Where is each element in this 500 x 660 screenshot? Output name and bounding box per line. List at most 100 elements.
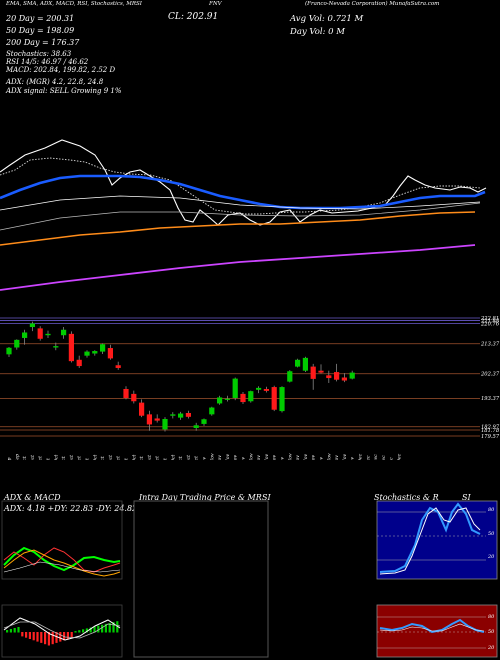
date-label: 17 Thu Oct (116, 456, 122, 460)
date-label: 25 Fri Oct (163, 458, 169, 460)
legend-ma50: 50 Day = 198.09 (6, 26, 75, 35)
date-label: 06 Fri Dec (389, 457, 395, 460)
macd-histogram-bar (85, 628, 88, 633)
date-label: 15 Tue Oct (100, 456, 106, 460)
candle-body (68, 333, 74, 362)
candle-body (248, 391, 254, 402)
stoch-k-line (379, 502, 481, 573)
macd-histogram-bar (66, 632, 69, 639)
date-label: 28 Mon Oct (170, 454, 176, 460)
date-label: 21 Mon Oct (131, 454, 137, 460)
legend-rsi: RSI 14/5: 46.97 / 46.62 (6, 58, 89, 66)
price-level-label: 193.37 (481, 396, 500, 402)
adx-ref-line (3, 561, 121, 573)
candle-body (334, 372, 340, 380)
date-label: 01 Fri Nov (202, 457, 208, 460)
macd-histogram-bar (74, 631, 77, 633)
candle-body (139, 402, 145, 416)
candle-body (92, 351, 98, 354)
ma-long-line (0, 244, 476, 291)
macd-histogram-bar (108, 623, 111, 633)
legend-ma20: 20 Day = 200.31 (6, 14, 75, 23)
candle-body (162, 418, 168, 430)
date-label: 12 Tue Nov (256, 455, 262, 460)
macd-panel (1, 604, 123, 658)
date-label: 30 Wed Oct (186, 455, 192, 460)
candle-body (146, 414, 152, 425)
candle-body (76, 359, 82, 367)
candle-body (53, 346, 59, 348)
candle-body (295, 359, 301, 367)
candle-body (45, 333, 51, 336)
macd-histogram-bar (32, 632, 35, 641)
stoch-panel-suffix: SI (462, 493, 471, 502)
date-label: 03 Tue Dec (365, 455, 371, 460)
ticker-title: FNV (209, 1, 222, 7)
macd-histogram-bar (116, 621, 119, 633)
date-label: 07 Thu Nov (233, 454, 239, 460)
adx-line (3, 549, 121, 577)
macd-histogram-bar (36, 632, 39, 642)
legend-ma200: 200 Day = 176.37 (6, 38, 80, 47)
macd-histogram-bar (47, 632, 50, 646)
price-level-label: 202.37 (480, 372, 500, 378)
candle-body (287, 371, 293, 382)
date-label: 05 Thu Dec (381, 455, 387, 460)
date-label: 27 Fri Sep (7, 458, 13, 460)
macd-histogram-bar (101, 624, 104, 633)
candle-body (310, 366, 316, 379)
candle-body (37, 328, 43, 339)
price-level-label: 179.57 (481, 434, 500, 440)
macd-histogram-bar (82, 629, 85, 633)
date-label: 15 Fri Nov (280, 457, 286, 460)
date-label: 18 Mon Nov (287, 453, 293, 460)
date-label: 29 Fri Nov (350, 457, 356, 460)
macd-histogram-bar (55, 632, 58, 643)
macd-signal-line (3, 621, 121, 639)
date-label: 14 Mon Oct (92, 454, 98, 460)
ema-line (0, 174, 486, 210)
price-level-label: 182.97 (481, 425, 500, 431)
legend-macd: MACD: 202.84, 199.82, 2.52 D (6, 66, 116, 74)
macd-histogram-bar (40, 632, 43, 643)
price-level-label: 221.88 (480, 318, 500, 324)
candle-body (326, 375, 332, 379)
price-level-label: 220.76 (480, 321, 500, 327)
rsi-panel (376, 604, 498, 658)
date-label: 27 Wed Nov (342, 453, 348, 460)
rsi-tick-80: 80 (488, 614, 495, 620)
candle-body (193, 425, 199, 429)
date-label: 16 Wed Oct (108, 455, 114, 460)
macd-histogram-bar (6, 630, 9, 633)
candle-body (341, 377, 347, 381)
candle-body (14, 339, 20, 348)
price-line (0, 139, 487, 226)
study-list: EMA, SMA, ADX, MACD, RSI, Stochastics, M… (6, 1, 142, 7)
adx-minus-di-line (3, 547, 121, 573)
candle-body (178, 413, 184, 418)
candle-body (61, 329, 67, 336)
date-label: 20 Wed Nov (303, 453, 309, 460)
intraday-panel-suffix: SI (262, 493, 271, 502)
date-label: 24 Thu Oct (155, 456, 161, 460)
date-label: 18 Fri Oct (124, 458, 130, 460)
candle-body (22, 332, 28, 338)
date-label: 08 Tue Oct (61, 456, 67, 460)
macd-histogram-bar (44, 632, 47, 645)
macd-line (3, 617, 121, 641)
date-label: 10 Thu Oct (77, 456, 83, 460)
date-label: 21 Thu Nov (311, 454, 317, 460)
stoch-tick-20: 20 (488, 554, 495, 560)
date-label: 22 Tue Oct (139, 456, 145, 460)
date-label: 08 Fri Nov (241, 457, 247, 460)
date-label: 02 Wed Oct (30, 455, 36, 460)
candle-body (240, 393, 246, 403)
date-label: 05 Tue Nov (217, 455, 223, 460)
macd-histogram-bar (97, 625, 100, 633)
close-price: CL: 202.91 (168, 12, 219, 22)
macd-histogram-bar (93, 626, 96, 633)
ma50-line (0, 195, 481, 211)
candle-body (6, 347, 12, 355)
stoch-tick-80: 80 (488, 507, 495, 513)
intraday-panel-title: Intra Day Trading Price & MR (139, 493, 262, 502)
